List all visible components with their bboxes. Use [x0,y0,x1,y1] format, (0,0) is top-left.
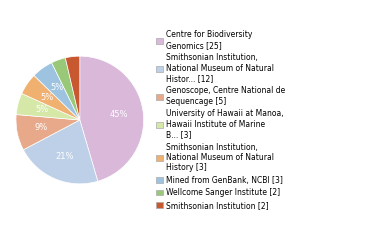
Text: 45%: 45% [110,110,128,119]
Text: 5%: 5% [35,105,48,114]
Wedge shape [23,120,98,184]
Text: 21%: 21% [55,152,74,161]
Wedge shape [65,56,80,120]
Wedge shape [34,63,80,120]
Wedge shape [80,56,144,181]
Wedge shape [22,76,80,120]
Legend: Centre for Biodiversity
Genomics [25], Smithsonian Institution,
National Museum : Centre for Biodiversity Genomics [25], S… [157,30,285,210]
Text: 9%: 9% [34,123,48,132]
Wedge shape [52,58,80,120]
Wedge shape [16,114,80,150]
Wedge shape [16,93,80,120]
Text: 5%: 5% [50,84,63,92]
Text: 5%: 5% [41,93,54,102]
